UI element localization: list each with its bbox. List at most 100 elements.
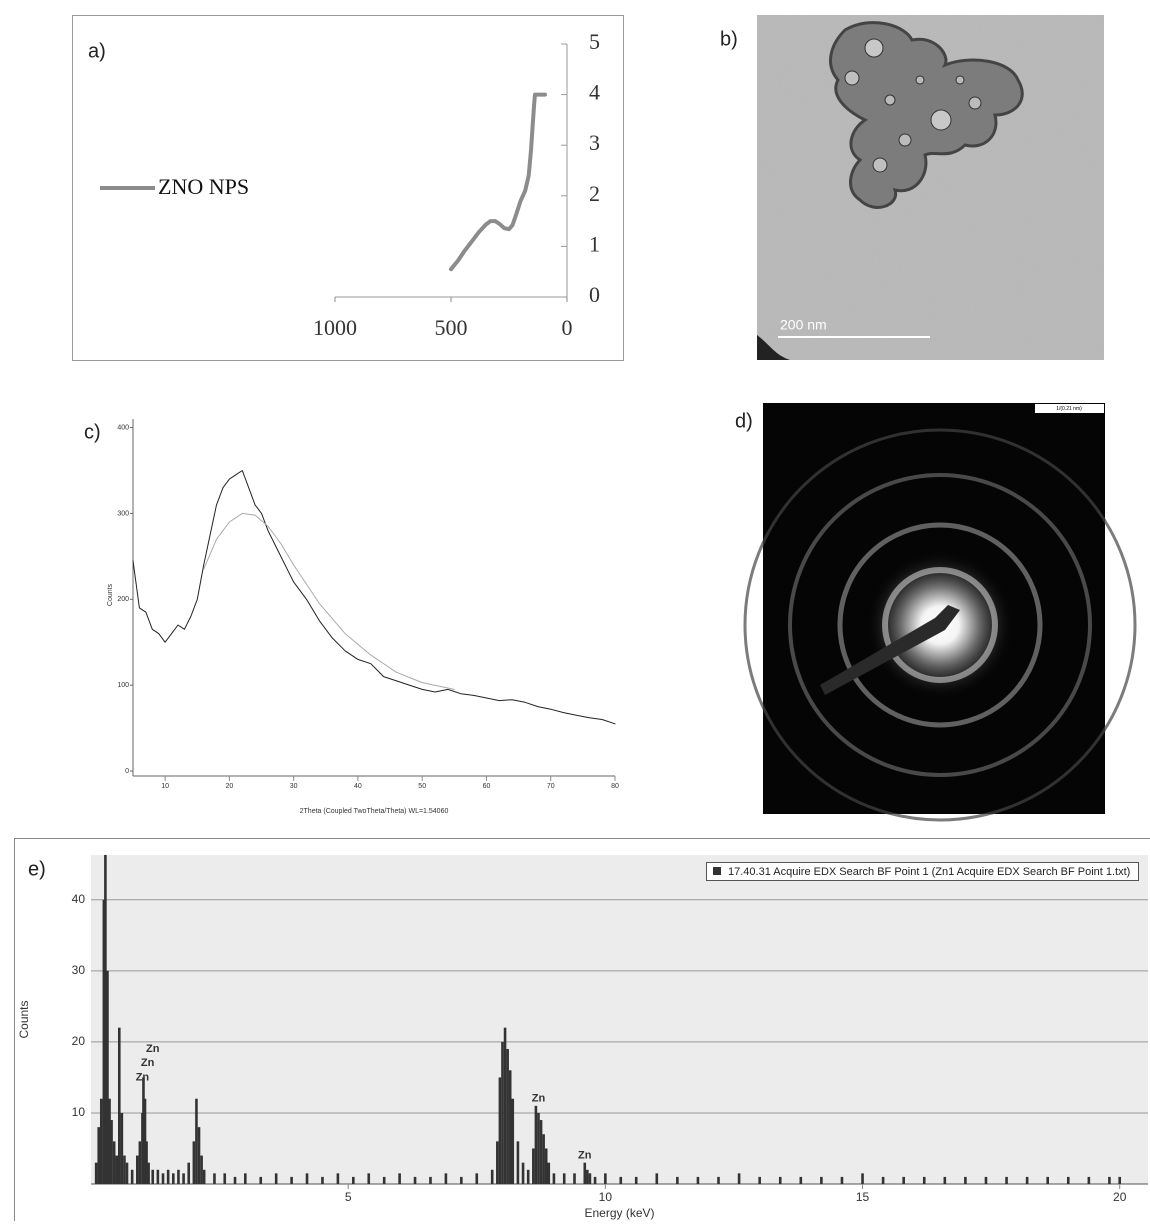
spectrum-bar xyxy=(429,1177,432,1184)
x-tick-label: 10 xyxy=(161,783,169,790)
spectrum-bar xyxy=(97,1127,100,1184)
spectrum-bar xyxy=(491,1170,494,1184)
spectrum-bar xyxy=(1118,1177,1121,1184)
spectrum-bar xyxy=(985,1177,988,1184)
spectrum-bar xyxy=(1108,1177,1111,1184)
spectrum-bar xyxy=(182,1173,185,1184)
spectrum-bar xyxy=(136,1156,139,1184)
spectrum-bar xyxy=(321,1177,324,1184)
y-tick-label: 40 xyxy=(72,892,86,906)
spectrum-bar xyxy=(203,1170,206,1184)
spectrum-bar xyxy=(259,1177,262,1184)
y-tick-label: 10 xyxy=(72,1105,86,1119)
x-tick-label: 15 xyxy=(856,1190,870,1204)
spectrum-bar xyxy=(758,1177,761,1184)
spectrum-bar xyxy=(542,1134,545,1184)
spectrum-bar xyxy=(676,1177,679,1184)
annotation: Zn xyxy=(141,1057,155,1069)
x-tick-label: 5 xyxy=(345,1190,352,1204)
x-tick-label: 500 xyxy=(435,315,468,340)
spectrum-bar xyxy=(527,1170,530,1184)
legend-label: 17.40.31 Acquire EDX Search BF Point 1 (… xyxy=(728,866,1130,878)
spectrum-bar xyxy=(398,1173,401,1184)
spectrum-bar xyxy=(589,1173,592,1184)
spectrum-bar xyxy=(95,1163,98,1184)
y-tick-label: 4 xyxy=(589,80,600,105)
spectrum-bar xyxy=(414,1177,417,1184)
spectrum-bar xyxy=(151,1170,154,1184)
spectrum-bar xyxy=(655,1173,658,1184)
x-axis-label: Energy (keV) xyxy=(584,1206,654,1220)
panel-label: b) xyxy=(720,28,738,50)
x-tick-label: 1000 xyxy=(313,315,357,340)
x-tick-label: 0 xyxy=(562,315,573,340)
x-tick-label: 40 xyxy=(354,783,362,790)
spectrum-bar xyxy=(200,1156,203,1184)
x-tick-label: 50 xyxy=(418,783,426,790)
y-tick-label: 100 xyxy=(117,682,129,689)
x-tick-label: 20 xyxy=(226,783,234,790)
annotation: Zn xyxy=(578,1149,592,1161)
diffraction-image xyxy=(745,403,1135,820)
spectrum-bar xyxy=(517,1141,520,1184)
spectrum-bar xyxy=(234,1177,237,1184)
spectrum-bar xyxy=(139,1141,142,1184)
y-axis-label: Counts xyxy=(107,583,114,606)
plot-area xyxy=(91,855,1148,1184)
spectrum-bar xyxy=(537,1113,540,1184)
spectrum-bar xyxy=(635,1177,638,1184)
spectrum-bar xyxy=(586,1170,589,1184)
x-tick-label: 10 xyxy=(599,1190,613,1204)
spectrum-bar xyxy=(499,1077,502,1184)
y-tick-label: 200 xyxy=(117,596,129,603)
spectrum-bar xyxy=(187,1163,190,1184)
y-tick-label: 30 xyxy=(72,963,86,977)
spectrum-bar xyxy=(841,1177,844,1184)
annotation: Zn xyxy=(146,1043,160,1055)
spectrum-bar xyxy=(697,1177,700,1184)
annotation: Zn xyxy=(136,1071,150,1083)
y-tick-label: 1 xyxy=(589,231,600,256)
spectrum-bar xyxy=(1005,1177,1008,1184)
y-tick-label: 20 xyxy=(72,1034,86,1048)
spectrum-bar xyxy=(944,1177,947,1184)
y-tick-label: 5 xyxy=(589,29,600,54)
x-tick-label: 20 xyxy=(1113,1190,1127,1204)
spectrum-bar xyxy=(131,1170,134,1184)
spectrum-bar xyxy=(532,1148,535,1184)
spectrum-bar xyxy=(738,1173,741,1184)
spectrum-bar xyxy=(383,1177,386,1184)
spectrum-bar xyxy=(118,1028,121,1184)
spectrum-bar xyxy=(540,1120,543,1184)
spectrum-bar xyxy=(1026,1177,1029,1184)
spectrum-bar xyxy=(195,1099,198,1184)
tem-image xyxy=(757,15,1104,360)
spectrum-bar xyxy=(619,1177,622,1184)
spectrum-bar xyxy=(367,1173,370,1184)
spectrum-bar xyxy=(964,1177,967,1184)
spectrum-bar xyxy=(583,1163,586,1184)
spectrum-bar xyxy=(553,1173,556,1184)
panel-label: d) xyxy=(735,410,753,432)
panel-label: a) xyxy=(88,40,106,62)
spectrum-bar xyxy=(157,1170,160,1184)
spectrum-bar xyxy=(800,1177,803,1184)
spectrum-bar xyxy=(882,1177,885,1184)
spectrum-bar xyxy=(535,1106,538,1184)
spectrum-bar xyxy=(223,1173,226,1184)
x-axis-label: 2Theta (Coupled TwoTheta/Theta) WL=1.540… xyxy=(300,808,449,815)
spectrum-bar xyxy=(460,1177,463,1184)
y-tick-label: 3 xyxy=(589,130,600,155)
spectrum-bar xyxy=(717,1177,720,1184)
spectrum-bar xyxy=(306,1173,309,1184)
spectrum-bar xyxy=(167,1170,170,1184)
y-tick-label: 400 xyxy=(117,424,129,431)
y-tick-label: 0 xyxy=(125,768,129,775)
spectrum-bar xyxy=(1088,1177,1091,1184)
y-tick-label: 2 xyxy=(589,181,600,206)
spectrum-bar xyxy=(275,1173,278,1184)
spectrum-bar xyxy=(545,1148,548,1184)
spectrum-bar xyxy=(162,1173,165,1184)
spectrum-bar xyxy=(501,1042,504,1184)
